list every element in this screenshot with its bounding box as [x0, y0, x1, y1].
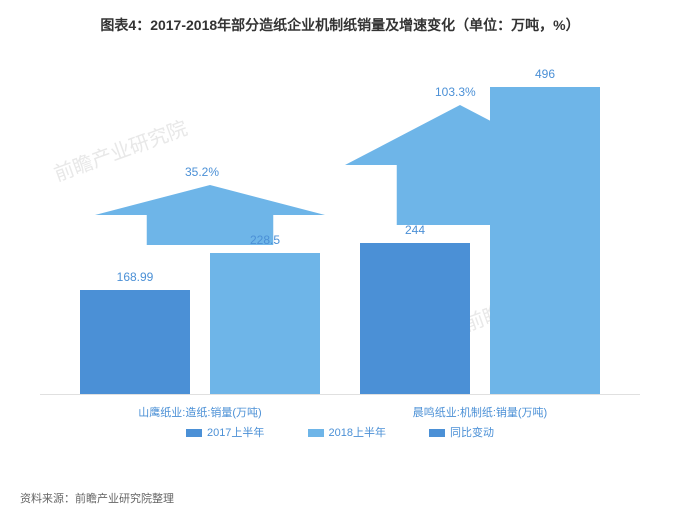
bar-label: 228.5 [210, 233, 320, 247]
chart-container: 图表4：2017-2018年部分造纸企业机制纸销量及增速变化（单位：万吨，%） … [0, 0, 680, 514]
x-axis-label-left: 山鹰纸业:造纸:销量(万吨) [70, 404, 330, 420]
bar-label: 168.99 [80, 270, 190, 284]
legend-swatch [308, 429, 324, 437]
bar-2018-left: 228.5 [210, 253, 320, 394]
chart-title: 图表4：2017-2018年部分造纸企业机制纸销量及增速变化（单位：万吨，%） [20, 15, 660, 35]
legend-swatch [186, 429, 202, 437]
bar-label: 496 [490, 67, 600, 81]
bar-label: 244 [360, 223, 470, 237]
x-axis-label-right: 晨鸣纸业:机制纸:销量(万吨) [350, 404, 610, 420]
bar-2018-right: 496 [490, 87, 600, 394]
bar-2017-left: 168.99 [80, 290, 190, 394]
legend-label: 同比变动 [450, 427, 494, 439]
source-text: 资料来源：前瞻产业研究院整理 [20, 490, 174, 506]
growth-pct-left: 35.2% [185, 165, 219, 179]
chart-area: 前瞻产业研究院 前瞻产业研究院 35.2% 103.3% 168.99 228.… [20, 45, 660, 435]
legend-label: 2018上半年 [329, 427, 386, 439]
growth-pct-right: 103.3% [435, 85, 476, 99]
plot-area: 35.2% 103.3% 168.99 228.5 244 [40, 55, 640, 395]
legend-label: 2017上半年 [207, 427, 264, 439]
legend: 2017上半年 2018上半年 同比变动 [20, 424, 660, 440]
legend-item-2018: 2018上半年 [308, 424, 386, 440]
legend-swatch [429, 429, 445, 437]
legend-item-2017: 2017上半年 [186, 424, 264, 440]
legend-item-growth: 同比变动 [429, 424, 494, 440]
bar-2017-right: 244 [360, 243, 470, 394]
